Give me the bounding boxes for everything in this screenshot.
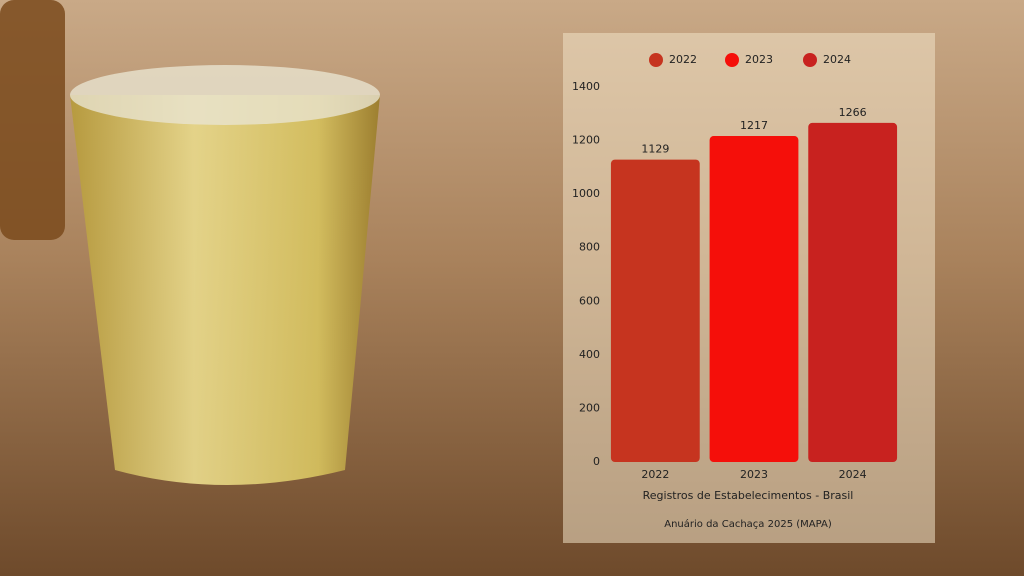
x-axis-label: Registros de Estabelecimentos - Brasil: [643, 489, 854, 502]
caption: Anuário da Cachaça 2025 (MAPA): [664, 518, 832, 530]
glass-rim: [70, 65, 380, 125]
x-tick-label: 2023: [740, 468, 768, 481]
y-tick-label: 1000: [572, 187, 600, 200]
bar: [808, 122, 898, 463]
legend-swatch: [803, 53, 817, 67]
y-tick-label: 1200: [572, 134, 600, 147]
bar: [610, 159, 700, 462]
y-tick-label: 1400: [572, 80, 600, 93]
legend-swatch: [725, 53, 739, 67]
legend-label: 2024: [823, 53, 851, 66]
value-label: 1266: [839, 106, 867, 119]
value-label: 1217: [740, 119, 768, 132]
y-tick-label: 400: [579, 348, 600, 361]
bar: [709, 136, 799, 462]
y-tick-label: 0: [593, 455, 600, 468]
bottle: [0, 0, 65, 240]
y-tick-label: 600: [579, 294, 600, 307]
legend-swatch: [649, 53, 663, 67]
x-tick-label: 2022: [641, 468, 669, 481]
glass: [70, 95, 380, 485]
legend-label: 2022: [669, 53, 697, 66]
y-tick-label: 800: [579, 241, 600, 254]
y-tick-label: 200: [579, 401, 600, 414]
legend-label: 2023: [745, 53, 773, 66]
x-tick-label: 2024: [839, 468, 867, 481]
value-label: 1129: [641, 143, 669, 156]
